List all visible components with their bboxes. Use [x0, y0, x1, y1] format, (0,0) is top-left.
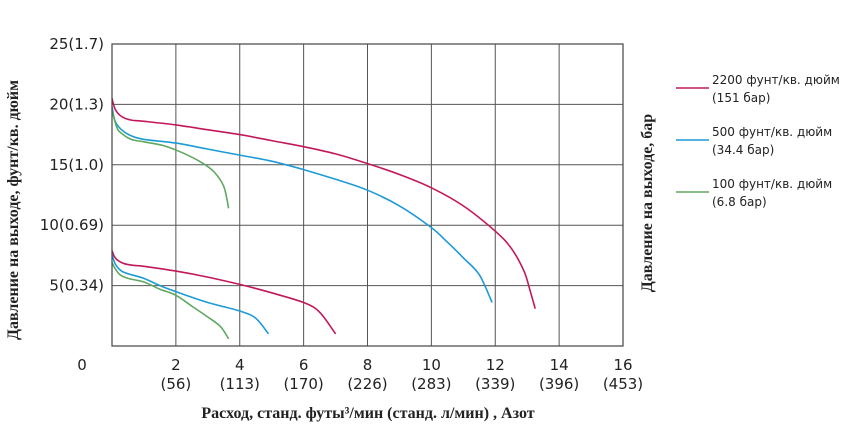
y-tick-label: 5(0.34): [49, 277, 104, 295]
x-tick-label: 10: [422, 356, 441, 374]
x-tick-label: 8: [363, 356, 373, 374]
x-tick-sublabel: (113): [220, 375, 260, 393]
x-tick-label: 4: [235, 356, 245, 374]
series-lines: [111, 98, 536, 340]
x-tick-label: 6: [299, 356, 309, 374]
x-tick-label: 16: [613, 356, 632, 374]
series-line-1-curve-1: [111, 253, 270, 335]
plot-frame: [111, 43, 624, 347]
x-tick-sublabel: (396): [539, 375, 579, 393]
legend-label: 2200 фунт/кв. дюйм: [712, 73, 840, 87]
y-tick-labels: 5(0.34) 10(0.69) 15(1.0) 20(1.3) 25(1.7): [40, 35, 104, 295]
legend-sublabel: (6.8 бар): [712, 195, 767, 209]
legend: 2200 фунт/кв. дюйм (151 бар) 500 фунт/кв. …: [676, 73, 840, 209]
legend-sublabel: (151 бар): [712, 91, 770, 105]
x-axis-title: Расход, станд. футы³/мин (станд. л/мин) …: [201, 405, 534, 422]
y-tick-label: 15(1.0): [49, 156, 104, 174]
series-line-0-curve-0: [111, 98, 536, 309]
y-tick-label: 25(1.7): [49, 35, 104, 53]
plot-border: [111, 43, 624, 347]
grid: [112, 44, 623, 346]
x-tick-label: 2: [171, 356, 181, 374]
y-axis-title-left: Давление на выходе, фунт/кв. дюйм: [5, 80, 22, 340]
x-tick-sublabel: (339): [475, 375, 515, 393]
x-tick-label: 14: [550, 356, 569, 374]
y-axis-title-right: Давление на выходе, бар: [639, 114, 656, 293]
y-tick-label: 10(0.69): [40, 216, 104, 234]
x-tick-labels: 0 2(56) 4(113) 6(170) 8(226) 10(283) 12(339) 14…: [77, 356, 643, 393]
series-line-1-curve-0: [111, 106, 493, 303]
series-line-2-curve-0: [111, 110, 230, 209]
x-tick-label: 12: [486, 356, 505, 374]
series-line-2-curve-1: [111, 262, 230, 340]
x-tick-sublabel: (56): [160, 375, 191, 393]
x-tick-sublabel: (453): [603, 375, 643, 393]
x-tick-label: 0: [77, 356, 87, 374]
x-tick-sublabel: (170): [283, 375, 323, 393]
series-line-0-curve-1: [111, 250, 337, 335]
legend-label: 100 фунт/кв. дюйм: [712, 177, 832, 191]
legend-label: 500 фунт/кв. дюйм: [712, 125, 832, 139]
x-tick-sublabel: (226): [347, 375, 387, 393]
legend-sublabel: (34.4 бар): [712, 143, 774, 157]
x-tick-sublabel: (283): [411, 375, 451, 393]
y-tick-label: 20(1.3): [49, 95, 104, 113]
